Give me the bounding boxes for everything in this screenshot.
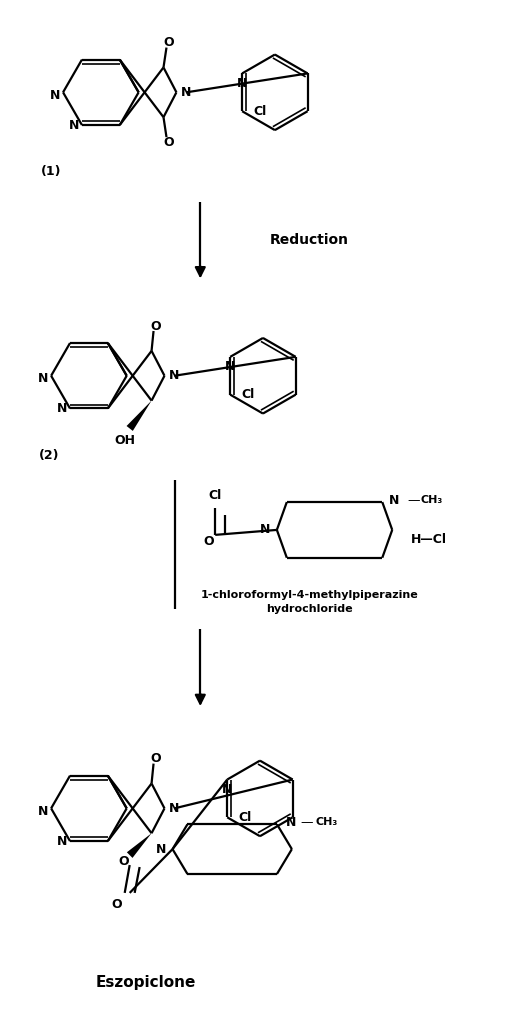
- Text: 1-chloroformyl-4-methylpiperazine: 1-chloroformyl-4-methylpiperazine: [200, 590, 418, 599]
- Text: N: N: [38, 805, 48, 818]
- Text: N: N: [259, 523, 270, 537]
- Text: O: O: [163, 36, 173, 49]
- Text: Cl: Cl: [253, 104, 266, 118]
- Text: N: N: [57, 402, 67, 415]
- Text: N: N: [155, 843, 166, 856]
- Text: H—Cl: H—Cl: [410, 534, 446, 547]
- Text: Eszopiclone: Eszopiclone: [95, 975, 195, 990]
- Text: N: N: [225, 360, 235, 374]
- Text: N: N: [69, 119, 79, 131]
- Text: N: N: [236, 77, 247, 90]
- Text: —: —: [407, 494, 420, 507]
- Polygon shape: [126, 400, 152, 431]
- Text: O: O: [150, 319, 161, 333]
- Text: N: N: [181, 86, 191, 99]
- Text: OH: OH: [114, 434, 135, 446]
- Text: O: O: [118, 855, 129, 867]
- Text: N: N: [50, 89, 60, 101]
- Text: O: O: [150, 753, 161, 765]
- Text: hydrochloride: hydrochloride: [266, 604, 352, 614]
- Text: N: N: [38, 373, 48, 385]
- Text: CH₃: CH₃: [315, 817, 337, 827]
- Text: Cl: Cl: [241, 388, 254, 401]
- Text: (2): (2): [39, 449, 59, 462]
- Text: N: N: [57, 835, 67, 848]
- Text: Reduction: Reduction: [270, 232, 348, 247]
- Text: O: O: [163, 135, 173, 148]
- Text: Cl: Cl: [238, 811, 251, 824]
- Text: N: N: [169, 370, 179, 382]
- Text: N: N: [222, 783, 232, 796]
- Text: CH₃: CH₃: [420, 495, 442, 505]
- Text: N: N: [285, 816, 295, 828]
- Text: (1): (1): [41, 166, 61, 178]
- Text: —: —: [300, 816, 313, 828]
- Text: O: O: [111, 898, 122, 911]
- Text: Cl: Cl: [208, 488, 221, 502]
- Text: N: N: [388, 494, 398, 507]
- Text: O: O: [203, 536, 213, 548]
- Polygon shape: [127, 834, 152, 858]
- Text: N: N: [169, 802, 179, 815]
